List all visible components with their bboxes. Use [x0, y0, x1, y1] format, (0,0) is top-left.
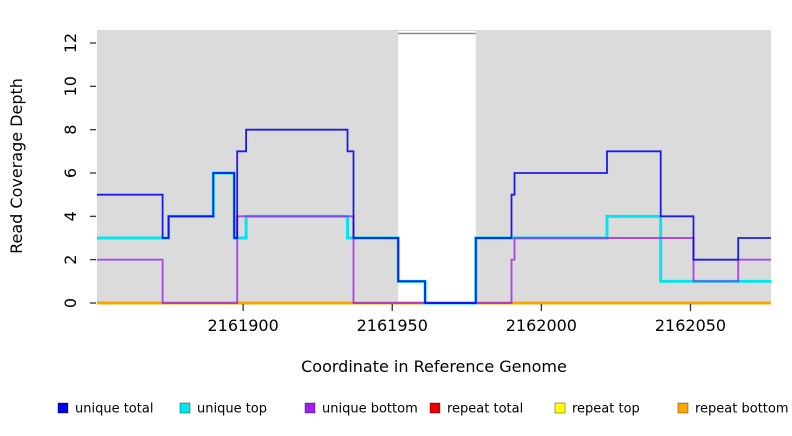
legend-item-repeat-top: repeat top	[554, 402, 640, 417]
x-tick-label: 2161900	[207, 316, 278, 335]
legend: unique total unique top unique bottom repea…	[57, 402, 789, 417]
series-line-unique-bottom	[97, 215, 771, 304]
legend-item-label: repeat bottom	[695, 402, 789, 417]
legend-swatch	[304, 402, 316, 414]
legend-item-unique-total: unique total	[57, 402, 153, 417]
y-tick-label: 4	[61, 211, 80, 221]
x-tick-label: 2161950	[357, 316, 428, 335]
legend-item-label: unique total	[75, 402, 153, 417]
y-tick-label: 0	[61, 298, 80, 308]
legend-swatch	[677, 402, 689, 414]
x-axis-title: Coordinate in Reference Genome	[301, 357, 567, 376]
coverage-step-lines	[97, 128, 771, 305]
masked-region	[398, 31, 476, 303]
masked-region-rect	[398, 31, 476, 303]
legend-item-repeat-total: repeat total	[429, 402, 523, 417]
y-axis: 0 2 4 6 8 10 12	[61, 33, 96, 308]
y-tick-label: 12	[61, 33, 80, 53]
legend-item-label: unique top	[197, 402, 267, 417]
x-tick-label: 2162050	[655, 316, 726, 335]
y-tick-label: 2	[61, 255, 80, 265]
legend-item-label: repeat total	[447, 402, 523, 417]
legend-swatch	[429, 402, 441, 414]
y-tick-label: 6	[61, 168, 80, 178]
series-line-unique-total	[97, 128, 771, 304]
legend-item-unique-top: unique top	[179, 402, 267, 417]
legend-item-label: repeat top	[572, 402, 640, 417]
y-tick-label: 8	[61, 125, 80, 135]
y-tick-label: 10	[61, 76, 80, 96]
y-axis-title: Read Coverage Depth	[7, 78, 26, 254]
legend-swatch	[179, 402, 191, 414]
legend-item-unique-bottom: unique bottom	[304, 402, 418, 417]
legend-item-label: unique bottom	[322, 402, 418, 417]
legend-swatch	[57, 402, 69, 414]
legend-item-repeat-bottom: repeat bottom	[677, 402, 789, 417]
legend-swatch	[554, 402, 566, 414]
x-tick-label: 2162000	[506, 316, 577, 335]
x-axis: 2161900 2161950 2162000 2162050	[207, 304, 726, 335]
